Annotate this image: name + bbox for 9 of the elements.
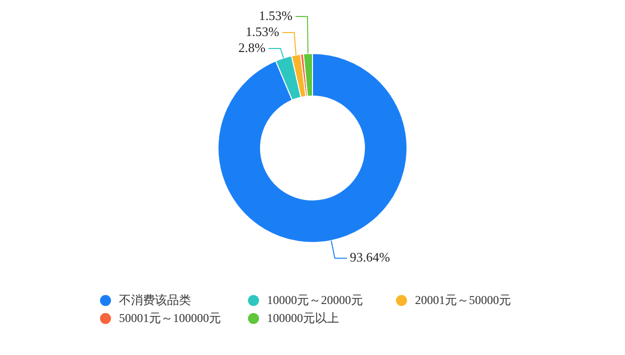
data-label: 93.64% [350,250,390,265]
legend-label: 10000元～20000元 [267,292,363,308]
legend-label: 50001元～100000元 [119,310,221,326]
legend-label: 20001元～50000元 [415,292,511,308]
legend-label: 100000元以上 [267,310,339,326]
data-label: 1.53% [258,8,293,23]
legend-label: 不消费该品类 [119,292,191,308]
data-label: 2.8% [238,40,266,55]
data-label: 1.53% [246,24,280,39]
